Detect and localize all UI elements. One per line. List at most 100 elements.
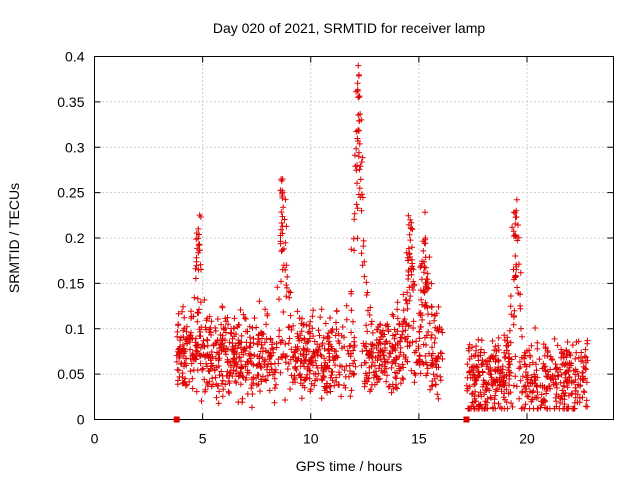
data-point bbox=[392, 347, 399, 354]
data-point bbox=[263, 321, 270, 328]
data-point bbox=[408, 219, 415, 226]
data-point bbox=[480, 381, 487, 388]
data-point bbox=[512, 214, 519, 221]
data-point bbox=[515, 222, 521, 228]
data-point bbox=[475, 336, 482, 343]
data-point bbox=[407, 339, 413, 346]
data-point bbox=[310, 353, 317, 360]
data-point bbox=[196, 241, 203, 248]
data-point bbox=[239, 373, 246, 380]
data-point bbox=[277, 232, 284, 239]
data-point bbox=[256, 353, 263, 360]
data-point bbox=[290, 322, 297, 329]
data-point bbox=[236, 322, 243, 328]
data-point bbox=[279, 195, 286, 201]
data-point bbox=[507, 293, 514, 299]
data-point bbox=[197, 299, 204, 306]
data-point bbox=[405, 245, 412, 252]
y-tick-label: 0.1 bbox=[65, 321, 85, 337]
data-point bbox=[564, 351, 571, 358]
data-point bbox=[513, 196, 520, 203]
data-point bbox=[347, 350, 354, 357]
data-point bbox=[257, 388, 264, 395]
data-point bbox=[512, 353, 519, 360]
data-point bbox=[437, 349, 444, 356]
data-point bbox=[355, 112, 362, 118]
data-point bbox=[231, 349, 238, 356]
data-point bbox=[189, 385, 196, 392]
data-point bbox=[201, 376, 208, 383]
data-point bbox=[253, 324, 260, 331]
data-point bbox=[210, 341, 217, 348]
data-point bbox=[430, 371, 437, 378]
data-point bbox=[271, 375, 278, 382]
data-point bbox=[522, 369, 529, 375]
axis-ticks: 0 0.05 0.1 0.15 0.2 0.25 0.3 0.35 0.4 0 5 10 15 20 bbox=[57, 49, 614, 447]
data-point bbox=[438, 350, 445, 357]
data-point bbox=[240, 311, 247, 318]
data-point bbox=[405, 212, 412, 219]
data-point bbox=[399, 323, 406, 330]
data-point bbox=[411, 370, 418, 377]
data-point bbox=[358, 207, 365, 214]
data-point bbox=[357, 176, 364, 183]
zero-marker bbox=[173, 416, 180, 423]
data-point bbox=[529, 389, 536, 396]
y-axis-label: SRMTID / TECUs bbox=[6, 183, 22, 293]
data-point bbox=[237, 381, 244, 388]
data-point bbox=[475, 368, 482, 375]
data-point bbox=[311, 338, 318, 345]
x-tick-label: 5 bbox=[199, 431, 207, 447]
data-point bbox=[582, 346, 589, 353]
data-point bbox=[352, 363, 359, 370]
data-point bbox=[287, 289, 294, 296]
y-tick-label: 0.05 bbox=[57, 366, 84, 382]
data-point bbox=[358, 250, 365, 257]
data-point bbox=[432, 361, 439, 368]
data-point bbox=[375, 376, 382, 383]
data-point bbox=[405, 276, 412, 282]
data-point bbox=[522, 401, 529, 408]
data-point bbox=[504, 334, 511, 341]
data-point bbox=[385, 383, 392, 390]
data-point bbox=[344, 347, 351, 354]
data-point bbox=[238, 349, 245, 356]
data-point bbox=[362, 343, 369, 350]
data-point bbox=[291, 376, 298, 383]
data-point bbox=[238, 332, 245, 339]
data-point bbox=[416, 335, 423, 342]
data-point bbox=[262, 347, 269, 354]
zero-marker bbox=[463, 416, 470, 423]
data-point bbox=[294, 308, 301, 315]
data-point bbox=[521, 361, 528, 368]
data-point bbox=[481, 349, 488, 356]
data-point bbox=[572, 355, 579, 362]
data-point bbox=[192, 335, 199, 342]
data-point bbox=[251, 352, 258, 358]
data-point bbox=[229, 346, 236, 353]
data-point bbox=[522, 388, 529, 395]
data-point bbox=[253, 375, 260, 382]
data-point bbox=[420, 269, 427, 276]
data-point bbox=[351, 210, 358, 217]
data-point bbox=[280, 262, 287, 269]
data-point bbox=[514, 284, 521, 291]
data-point bbox=[348, 329, 355, 336]
data-point bbox=[350, 347, 357, 354]
data-point bbox=[409, 283, 415, 290]
data-point bbox=[521, 355, 528, 362]
data-point bbox=[318, 306, 325, 313]
data-point bbox=[415, 343, 422, 350]
data-point bbox=[523, 374, 530, 381]
data-point bbox=[478, 393, 485, 400]
data-point bbox=[472, 352, 479, 359]
data-point bbox=[495, 358, 502, 365]
data-point bbox=[192, 265, 199, 272]
data-point bbox=[561, 401, 568, 408]
data-point bbox=[360, 243, 367, 250]
data-point bbox=[278, 278, 284, 285]
data-point bbox=[347, 393, 354, 400]
data-point bbox=[355, 127, 362, 134]
data-point bbox=[511, 307, 518, 314]
data-point bbox=[519, 373, 526, 380]
